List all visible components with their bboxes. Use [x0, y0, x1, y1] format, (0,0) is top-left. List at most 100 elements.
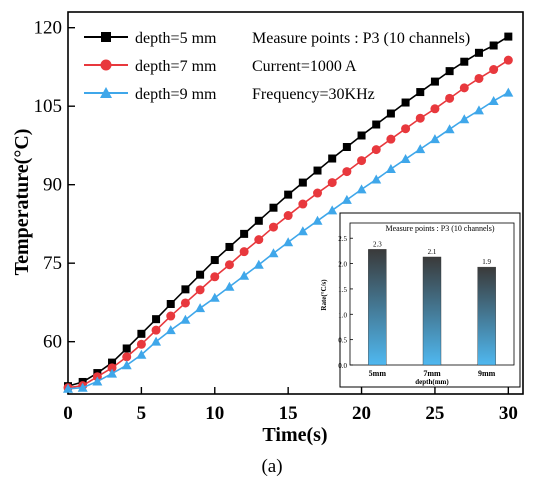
data-point [137, 329, 146, 338]
data-point [268, 222, 278, 232]
data-point [372, 120, 381, 129]
data-point [196, 270, 205, 279]
data-point [195, 303, 206, 313]
legend-item-depth-9mm: depth=9 mm [84, 86, 217, 103]
annotation-frequency: Frequency=30KHz [252, 86, 375, 103]
main-ticks: 0 5 10 15 20 25 30 60 75 90 105 120 [34, 18, 518, 424]
data-point [240, 229, 249, 238]
x-tick-label: 15 [279, 403, 298, 424]
inset-x-tick-label: 7mm [423, 369, 441, 378]
inset-bar-label: 2.1 [428, 248, 437, 256]
data-point [357, 131, 366, 140]
data-point [488, 95, 499, 105]
inset-bar [477, 266, 496, 366]
data-point [401, 98, 410, 107]
inset-bar [422, 256, 442, 366]
x-tick-label: 30 [499, 403, 518, 424]
data-point [415, 144, 426, 154]
data-point [473, 105, 484, 115]
data-point [151, 325, 161, 335]
data-point [195, 285, 205, 295]
data-point [92, 376, 103, 386]
data-point [459, 114, 470, 124]
data-point [283, 237, 294, 247]
data-point [107, 368, 118, 378]
data-point [298, 199, 308, 209]
inset-bar-label: 1.9 [482, 258, 491, 266]
data-point [239, 270, 250, 280]
main-series [63, 32, 514, 393]
data-point [445, 67, 454, 76]
data-point [327, 205, 338, 215]
data-point [342, 167, 352, 177]
data-point [107, 363, 117, 373]
inset-title: Measure points : P3 (10 channels) [385, 224, 494, 233]
data-point [356, 184, 367, 194]
y-tick-label: 90 [43, 175, 62, 196]
legend-item-depth-7mm: depth=7 mm [84, 58, 217, 75]
data-point [284, 190, 293, 199]
data-point [503, 87, 514, 97]
svg-text:depth=9 mm: depth=9 mm [135, 86, 217, 103]
legend: depth=5 mm depth=7 mm depth=9 mm Measure… [84, 30, 470, 103]
y-tick-label: 60 [43, 332, 62, 353]
x-axis-title: Time(s) [262, 424, 327, 446]
inset-y-tick-label: 2.0 [338, 261, 347, 269]
data-point [209, 292, 220, 302]
svg-text:depth=7 mm: depth=7 mm [135, 58, 217, 75]
data-point [430, 104, 440, 114]
data-point [122, 344, 131, 353]
annotation-current: Current=1000 A [252, 58, 357, 75]
inset-y-tick-label: 0.0 [338, 362, 347, 370]
data-point [268, 248, 279, 258]
data-point [122, 352, 132, 362]
data-point [63, 383, 73, 393]
inset-y-tick-label: 1.0 [338, 311, 347, 319]
x-tick-label: 20 [352, 403, 371, 424]
data-point [401, 124, 411, 134]
inset-y-tick-label: 1.5 [338, 286, 347, 294]
x-tick-label: 10 [205, 403, 224, 424]
data-point [385, 163, 396, 173]
data-point [474, 73, 484, 83]
data-point [152, 315, 161, 324]
y-axis-title: Temperature(°C) [11, 129, 33, 276]
data-point [136, 349, 147, 359]
legend-item-depth-5mm: depth=5 mm [84, 30, 217, 47]
inset-x-tick-label: 9mm [478, 369, 496, 378]
series-triangle [63, 87, 514, 393]
data-point [489, 41, 498, 50]
x-tick-label: 0 [63, 403, 73, 424]
data-point [430, 77, 439, 86]
data-point [254, 235, 264, 245]
data-point [166, 311, 176, 321]
data-point [180, 314, 191, 324]
data-point [108, 358, 117, 367]
main-chart: 0 5 10 15 20 25 30 60 75 90 105 120 Time(s) Tempera… [11, 11, 524, 477]
x-tick-label: 25 [425, 403, 444, 424]
inset-bar [368, 249, 387, 366]
data-point [313, 188, 323, 198]
data-point [225, 242, 234, 251]
y-tick-label: 75 [43, 253, 62, 274]
data-point [77, 382, 88, 392]
data-point [416, 88, 425, 97]
data-point [165, 325, 176, 335]
main-plot-frame [67, 11, 524, 395]
inset-x-tick-label: 5mm [369, 369, 387, 378]
inset-x-axis-title: depth(mm) [415, 378, 449, 386]
inset-ticks: 0.0 0.5 1.0 1.5 2.0 2.5 [338, 235, 353, 370]
data-point [489, 65, 499, 75]
data-point [313, 166, 322, 175]
data-point [269, 203, 278, 212]
data-point [371, 174, 382, 184]
series-square [64, 32, 513, 391]
x-tick-label: 5 [137, 403, 147, 424]
inset-bars: 2.3 5mm 2.1 7mm 1.9 9mm [368, 240, 496, 378]
data-point [312, 215, 323, 225]
data-point [429, 134, 440, 144]
data-point [151, 336, 162, 346]
data-point [224, 260, 234, 270]
data-point [210, 272, 220, 282]
